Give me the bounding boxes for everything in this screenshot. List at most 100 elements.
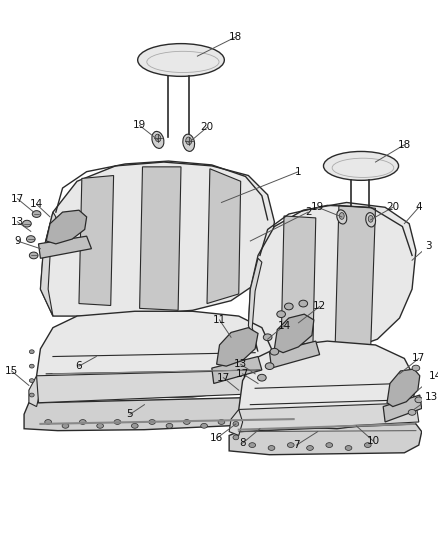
Polygon shape (40, 212, 56, 316)
Text: 18: 18 (229, 32, 243, 42)
Polygon shape (39, 236, 92, 259)
Polygon shape (24, 393, 300, 431)
Ellipse shape (149, 419, 155, 424)
Ellipse shape (45, 419, 52, 424)
Polygon shape (387, 369, 420, 407)
Polygon shape (217, 328, 258, 366)
Polygon shape (274, 314, 314, 353)
Text: 20: 20 (201, 123, 214, 132)
Ellipse shape (218, 419, 225, 424)
Ellipse shape (268, 446, 275, 450)
Ellipse shape (408, 409, 416, 415)
Text: 14: 14 (428, 371, 438, 381)
Ellipse shape (62, 423, 69, 428)
Ellipse shape (79, 419, 86, 424)
Ellipse shape (201, 423, 208, 428)
Ellipse shape (32, 211, 41, 217)
Ellipse shape (186, 137, 191, 144)
Ellipse shape (97, 423, 103, 428)
Polygon shape (40, 162, 274, 316)
Ellipse shape (326, 443, 332, 448)
Text: 3: 3 (425, 241, 432, 251)
Ellipse shape (249, 443, 256, 448)
Text: 4: 4 (416, 203, 422, 212)
Ellipse shape (152, 132, 164, 148)
Ellipse shape (285, 303, 293, 310)
Text: 13: 13 (425, 392, 438, 402)
Polygon shape (37, 370, 272, 403)
Polygon shape (229, 409, 243, 435)
Text: 11: 11 (213, 315, 226, 325)
Polygon shape (29, 376, 40, 407)
Text: 13: 13 (11, 217, 24, 227)
Text: 13: 13 (234, 359, 247, 369)
Polygon shape (335, 205, 375, 351)
Ellipse shape (345, 446, 352, 450)
Text: 17: 17 (217, 373, 230, 383)
Text: 18: 18 (398, 140, 411, 150)
Text: 2: 2 (305, 207, 311, 217)
Polygon shape (239, 341, 416, 429)
Ellipse shape (364, 443, 371, 448)
Text: 10: 10 (367, 436, 380, 446)
Text: 17: 17 (412, 353, 425, 364)
Polygon shape (212, 357, 262, 383)
Polygon shape (281, 216, 316, 347)
Text: 16: 16 (210, 433, 223, 443)
Text: 7: 7 (293, 440, 300, 450)
Ellipse shape (29, 364, 34, 368)
Ellipse shape (131, 423, 138, 428)
Polygon shape (239, 403, 419, 432)
Ellipse shape (29, 350, 34, 353)
Text: 12: 12 (313, 302, 326, 311)
Ellipse shape (233, 422, 239, 426)
Ellipse shape (114, 419, 121, 424)
Polygon shape (248, 203, 416, 357)
Polygon shape (383, 395, 422, 422)
Ellipse shape (29, 378, 34, 383)
Ellipse shape (287, 443, 294, 448)
Ellipse shape (307, 446, 313, 450)
Ellipse shape (277, 311, 286, 318)
Ellipse shape (368, 215, 373, 222)
Ellipse shape (258, 374, 266, 381)
Polygon shape (79, 175, 113, 305)
Ellipse shape (337, 210, 347, 224)
Text: 1: 1 (295, 167, 302, 176)
Polygon shape (37, 311, 272, 398)
Text: 15: 15 (5, 366, 18, 376)
Text: 6: 6 (76, 361, 82, 371)
Polygon shape (46, 210, 87, 244)
Text: 17: 17 (11, 193, 24, 204)
Polygon shape (140, 167, 181, 310)
Ellipse shape (23, 220, 31, 227)
Text: 17: 17 (236, 369, 249, 379)
Ellipse shape (138, 44, 224, 76)
Ellipse shape (233, 435, 239, 440)
Ellipse shape (270, 349, 279, 355)
Polygon shape (269, 341, 320, 368)
Ellipse shape (339, 213, 344, 219)
Text: 8: 8 (239, 438, 246, 448)
Polygon shape (248, 259, 262, 352)
Text: 9: 9 (14, 236, 21, 246)
Ellipse shape (324, 151, 399, 180)
Polygon shape (207, 169, 241, 304)
Ellipse shape (26, 236, 35, 243)
Ellipse shape (415, 397, 423, 403)
Ellipse shape (183, 134, 194, 151)
Ellipse shape (263, 334, 272, 341)
Text: 5: 5 (127, 409, 133, 419)
Ellipse shape (366, 213, 375, 227)
Text: 19: 19 (311, 203, 324, 212)
Text: 19: 19 (133, 120, 146, 131)
Ellipse shape (299, 300, 307, 307)
Text: 14: 14 (277, 321, 291, 330)
Ellipse shape (184, 419, 190, 424)
Polygon shape (229, 424, 422, 455)
Ellipse shape (166, 423, 173, 428)
Ellipse shape (29, 393, 34, 397)
Ellipse shape (29, 252, 38, 259)
Text: 14: 14 (30, 199, 43, 209)
Ellipse shape (412, 365, 420, 371)
